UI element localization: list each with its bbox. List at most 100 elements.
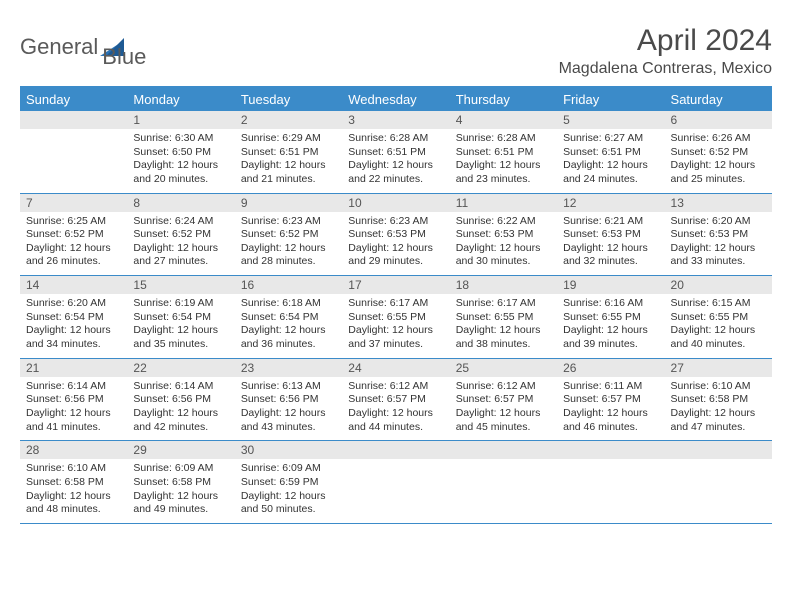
day-number: 27 (665, 359, 772, 377)
day-details: Sunrise: 6:28 AMSunset: 6:51 PMDaylight:… (450, 129, 557, 193)
sunrise-text: Sunrise: 6:28 AM (348, 132, 443, 146)
day-number: 1 (127, 111, 234, 129)
sunrise-text: Sunrise: 6:17 AM (456, 297, 551, 311)
weekday-header-row: Sunday Monday Tuesday Wednesday Thursday… (20, 87, 772, 111)
calendar-cell: 11Sunrise: 6:22 AMSunset: 6:53 PMDayligh… (450, 193, 557, 276)
daylight-text: Daylight: 12 hours and 35 minutes. (133, 324, 228, 351)
sunset-text: Sunset: 6:55 PM (671, 311, 766, 325)
day-number: 11 (450, 194, 557, 212)
day-number: 29 (127, 441, 234, 459)
calendar-cell: 26Sunrise: 6:11 AMSunset: 6:57 PMDayligh… (557, 358, 664, 441)
sunrise-text: Sunrise: 6:12 AM (348, 380, 443, 394)
day-details: Sunrise: 6:24 AMSunset: 6:52 PMDaylight:… (127, 212, 234, 276)
day-number: 28 (20, 441, 127, 459)
day-details (20, 129, 127, 187)
calendar-table: Sunday Monday Tuesday Wednesday Thursday… (20, 86, 772, 524)
calendar-cell: 9Sunrise: 6:23 AMSunset: 6:52 PMDaylight… (235, 193, 342, 276)
daylight-text: Daylight: 12 hours and 27 minutes. (133, 242, 228, 269)
sunset-text: Sunset: 6:58 PM (133, 476, 228, 490)
daylight-text: Daylight: 12 hours and 40 minutes. (671, 324, 766, 351)
calendar-cell: 20Sunrise: 6:15 AMSunset: 6:55 PMDayligh… (665, 276, 772, 359)
daylight-text: Daylight: 12 hours and 30 minutes. (456, 242, 551, 269)
calendar-week-row: 21Sunrise: 6:14 AMSunset: 6:56 PMDayligh… (20, 358, 772, 441)
sunrise-text: Sunrise: 6:09 AM (241, 462, 336, 476)
calendar-week-row: 1 Sunrise: 6:30 AMSunset: 6:50 PM Daylight… (20, 111, 772, 193)
weekday-header: Wednesday (342, 87, 449, 111)
daylight-text: Daylight: 12 hours and 24 minutes. (563, 159, 658, 186)
day-details: Sunrise: 6:29 AMSunset: 6:51 PMDaylight:… (235, 129, 342, 193)
sunset-text: Sunset: 6:57 PM (563, 393, 658, 407)
daylight-text: Daylight: 12 hours and 36 minutes. (241, 324, 336, 351)
calendar-cell: 17Sunrise: 6:17 AMSunset: 6:55 PMDayligh… (342, 276, 449, 359)
day-details: Sunrise: 6:10 AMSunset: 6:58 PMDaylight:… (665, 377, 772, 441)
calendar-cell: 16Sunrise: 6:18 AMSunset: 6:54 PMDayligh… (235, 276, 342, 359)
month-title: April 2024 (559, 24, 772, 58)
calendar-week-row: 14Sunrise: 6:20 AMSunset: 6:54 PMDayligh… (20, 276, 772, 359)
sunrise-text: Sunrise: 6:10 AM (26, 462, 121, 476)
calendar-cell: 4Sunrise: 6:28 AMSunset: 6:51 PMDaylight… (450, 111, 557, 193)
daylight-text: Daylight: 12 hours and 25 minutes. (671, 159, 766, 186)
daylight-text: Daylight: 12 hours and 49 minutes. (133, 490, 228, 517)
sunrise-text: Sunrise: 6:30 AM (133, 132, 228, 146)
calendar-cell: 2Sunrise: 6:29 AMSunset: 6:51 PMDaylight… (235, 111, 342, 193)
sunrise-text: Sunrise: 6:18 AM (241, 297, 336, 311)
sunrise-text: Sunrise: 6:14 AM (133, 380, 228, 394)
day-details (450, 459, 557, 517)
sunset-text: Sunset: 6:52 PM (241, 228, 336, 242)
calendar-cell: 15Sunrise: 6:19 AMSunset: 6:54 PMDayligh… (127, 276, 234, 359)
day-number: 24 (342, 359, 449, 377)
day-number (450, 441, 557, 459)
daylight-text: Daylight: 12 hours and 21 minutes. (241, 159, 336, 186)
sunset-text: Sunset: 6:57 PM (456, 393, 551, 407)
day-details: Sunrise: 6:26 AMSunset: 6:52 PMDaylight:… (665, 129, 772, 193)
calendar-cell (557, 441, 664, 524)
sunrise-text: Sunrise: 6:27 AM (563, 132, 658, 146)
day-number: 17 (342, 276, 449, 294)
daylight-text: Daylight: 12 hours and 28 minutes. (241, 242, 336, 269)
sunrise-text: Sunrise: 6:20 AM (671, 215, 766, 229)
day-details: Sunrise: 6:13 AMSunset: 6:56 PMDaylight:… (235, 377, 342, 441)
daylight-text: Daylight: 12 hours and 29 minutes. (348, 242, 443, 269)
sunset-text: Sunset: 6:54 PM (133, 311, 228, 325)
sunrise-text: Sunrise: 6:11 AM (563, 380, 658, 394)
day-number: 21 (20, 359, 127, 377)
day-number: 4 (450, 111, 557, 129)
day-number: 15 (127, 276, 234, 294)
daylight-text: Daylight: 12 hours and 42 minutes. (133, 407, 228, 434)
sunrise-text: Sunrise: 6:15 AM (671, 297, 766, 311)
calendar-body: 1 Sunrise: 6:30 AMSunset: 6:50 PM Daylight… (20, 111, 772, 523)
sunrise-text: Sunrise: 6:14 AM (26, 380, 121, 394)
calendar-cell: 28Sunrise: 6:10 AMSunset: 6:58 PMDayligh… (20, 441, 127, 524)
title-block: April 2024 Magdalena Contreras, Mexico (559, 24, 772, 78)
day-number: 10 (342, 194, 449, 212)
sunset-text: Sunset: 6:53 PM (563, 228, 658, 242)
sunset-text: Sunset: 6:54 PM (241, 311, 336, 325)
day-number: 25 (450, 359, 557, 377)
sunset-text: Sunset: 6:55 PM (348, 311, 443, 325)
day-details: Sunrise: 6:19 AMSunset: 6:54 PMDaylight:… (127, 294, 234, 358)
day-details: Sunrise: 6:17 AMSunset: 6:55 PMDaylight:… (342, 294, 449, 358)
daylight-text: Daylight: 12 hours and 39 minutes. (563, 324, 658, 351)
daylight-text: Daylight: 12 hours and 38 minutes. (456, 324, 551, 351)
daylight-text: Daylight: 12 hours and 23 minutes. (456, 159, 551, 186)
brand-logo: General Blue (20, 24, 146, 70)
sunrise-text: Sunrise: 6:09 AM (133, 462, 228, 476)
sunset-text: Sunset: 6:58 PM (671, 393, 766, 407)
sunset-text: Sunset: 6:53 PM (456, 228, 551, 242)
sunset-text: Sunset: 6:50 PM (133, 146, 228, 160)
day-details: Sunrise: 6:23 AMSunset: 6:53 PMDaylight:… (342, 212, 449, 276)
day-details: Sunrise: 6:22 AMSunset: 6:53 PMDaylight:… (450, 212, 557, 276)
daylight-text: Daylight: 12 hours and 37 minutes. (348, 324, 443, 351)
day-details: Sunrise: 6:14 AMSunset: 6:56 PMDaylight:… (127, 377, 234, 441)
daylight-text: Daylight: 12 hours and 47 minutes. (671, 407, 766, 434)
day-details: Sunrise: 6:11 AMSunset: 6:57 PMDaylight:… (557, 377, 664, 441)
calendar-cell: 13Sunrise: 6:20 AMSunset: 6:53 PMDayligh… (665, 193, 772, 276)
day-number (342, 441, 449, 459)
sunrise-text: Sunrise: 6:17 AM (348, 297, 443, 311)
brand-text: General (20, 34, 98, 60)
calendar-cell: 21Sunrise: 6:14 AMSunset: 6:56 PMDayligh… (20, 358, 127, 441)
calendar-cell (450, 441, 557, 524)
weekday-header: Thursday (450, 87, 557, 111)
sunset-text: Sunset: 6:57 PM (348, 393, 443, 407)
sunrise-text: Sunrise: 6:19 AM (133, 297, 228, 311)
